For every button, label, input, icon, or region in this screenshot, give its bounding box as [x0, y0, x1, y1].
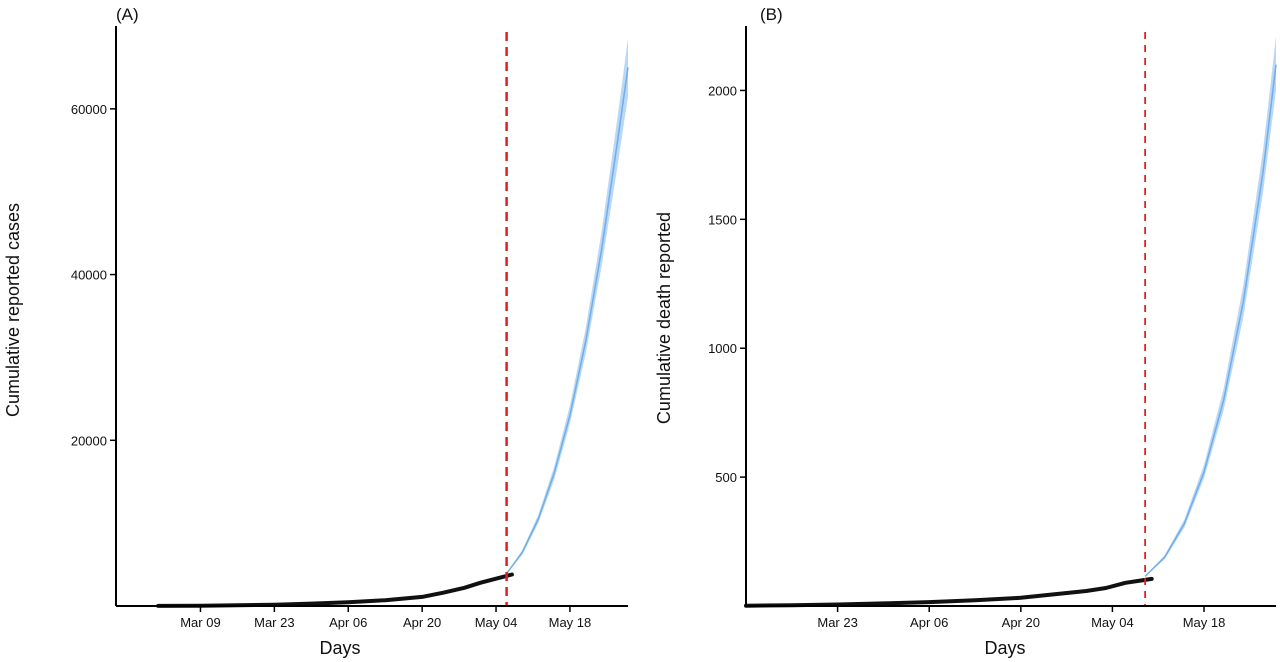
x-tick-label: May 04 [475, 615, 518, 630]
panel-b-y-axis-title: Cumulative death reported [654, 212, 674, 424]
y-tick-label: 40000 [71, 268, 107, 283]
observed-line [156, 572, 514, 608]
panel-b-observed-line [744, 576, 1154, 608]
y-tick-label: 1500 [708, 212, 737, 227]
panel-b-projection-band [1145, 36, 1276, 577]
y-tick-label: 500 [715, 470, 737, 485]
y-tick-label: 60000 [71, 102, 107, 117]
panel-a-observed-line [156, 572, 514, 608]
x-tick-label: Apr 06 [910, 615, 948, 630]
x-tick-label: May 04 [1091, 615, 1134, 630]
observed-line [744, 576, 1154, 608]
projection-line [1144, 64, 1277, 577]
panel-a-y-axis-title: Cumulative reported cases [3, 203, 23, 417]
panel-a-label: (A) [116, 5, 139, 24]
x-tick-label: Mar 09 [180, 615, 220, 630]
panel-b-label: (B) [760, 5, 783, 24]
panel-b-projection-line [1144, 64, 1277, 577]
x-tick-label: Apr 20 [1002, 615, 1040, 630]
projection-line [505, 67, 629, 575]
panel-b-x-axis-title: Days [984, 638, 1025, 658]
x-tick-label: May 18 [549, 615, 592, 630]
panel-b-x-ticks: Mar 23 Apr 06 Apr 20 May 04 May 18 [817, 606, 1225, 630]
y-tick-label: 2000 [708, 83, 737, 98]
y-tick-label: 1000 [708, 341, 737, 356]
x-tick-label: Mar 23 [254, 615, 294, 630]
panel-a-projection-band [506, 38, 628, 574]
x-tick-label: Apr 06 [329, 615, 367, 630]
panel-a-x-axis-title: Days [319, 638, 360, 658]
y-tick-label: 20000 [71, 433, 107, 448]
panel-a-y-ticks: 20000 40000 60000 [71, 102, 116, 448]
panel-a-projection-line [505, 67, 629, 575]
projection-band [506, 38, 628, 574]
x-tick-label: May 18 [1183, 615, 1226, 630]
panel-a: (A) 20000 40000 60000 Mar 09 Mar 23 Apr 06 Ap… [3, 5, 629, 658]
projection-band [1145, 36, 1276, 577]
x-tick-label: Apr 20 [403, 615, 441, 630]
panel-a-x-ticks: Mar 09 Mar 23 Apr 06 Apr 20 May 04 May 18 [180, 606, 591, 630]
panel-b-y-ticks: 500 1000 1500 2000 [708, 83, 746, 485]
x-tick-label: Mar 23 [817, 615, 857, 630]
